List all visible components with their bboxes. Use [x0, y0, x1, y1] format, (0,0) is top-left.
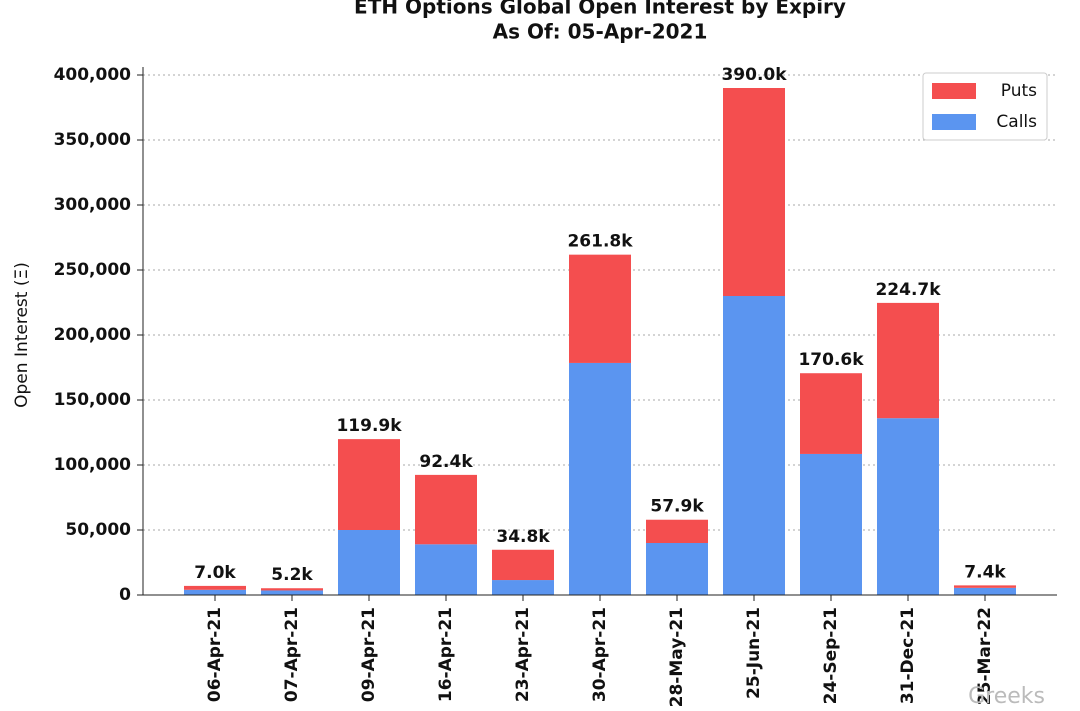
legend-swatch — [932, 83, 976, 99]
x-tick-label: 28-May-21 — [667, 607, 687, 707]
bar-segment — [800, 373, 862, 454]
total-label: 170.6k — [798, 350, 864, 370]
bar-segment — [338, 439, 400, 530]
total-label: 57.9k — [650, 497, 704, 517]
y-tick-label: 50,000 — [65, 520, 131, 540]
bar-segment — [492, 580, 554, 595]
total-label: 7.4k — [964, 562, 1006, 582]
bar-segment — [723, 88, 785, 296]
legend-swatch — [932, 114, 976, 130]
x-tick-label: 16-Apr-21 — [436, 607, 456, 702]
bar-segment — [569, 254, 631, 363]
bar-segment — [415, 544, 477, 595]
legend-label: Puts — [1001, 81, 1037, 101]
total-label: 7.0k — [194, 563, 236, 583]
y-tick-label: 150,000 — [54, 390, 132, 410]
y-tick-label: 350,000 — [54, 130, 132, 150]
y-tick-label: 400,000 — [54, 65, 132, 85]
total-label: 34.8k — [496, 527, 550, 547]
x-tick-label: 09-Apr-21 — [359, 607, 379, 702]
bar-segment — [569, 362, 631, 595]
total-label: 261.8k — [567, 232, 633, 252]
bar-segment — [338, 530, 400, 595]
x-tick-label: 25-Jun-21 — [744, 607, 764, 699]
bar-segment — [415, 474, 477, 545]
y-axis-label: Open Interest (Ξ) — [12, 262, 32, 408]
chart-title: ETH Options Global Open Interest by Expi… — [354, 0, 846, 19]
bar-segment — [877, 418, 939, 595]
total-label: 5.2k — [271, 565, 313, 585]
total-label: 224.7k — [875, 280, 941, 300]
x-tick-label: 06-Apr-21 — [205, 607, 225, 702]
chart-subtitle: As Of: 05-Apr-2021 — [493, 20, 708, 44]
bar-segment — [877, 302, 939, 419]
x-tick-label: 30-Apr-21 — [590, 607, 610, 702]
total-label: 390.0k — [721, 65, 787, 85]
total-label: 119.9k — [336, 416, 402, 436]
bar-segment — [954, 587, 1016, 595]
bar-segment — [646, 519, 708, 543]
bar-segment — [800, 453, 862, 595]
x-tick-label: 25-Mar-22 — [975, 607, 995, 705]
bar-segment — [646, 543, 708, 595]
x-tick-label: 23-Apr-21 — [513, 607, 533, 702]
y-tick-label: 250,000 — [54, 260, 132, 280]
x-tick-label: 07-Apr-21 — [282, 607, 302, 702]
y-tick-label: 300,000 — [54, 195, 132, 215]
bar-segment — [261, 588, 323, 591]
bar-segment — [723, 296, 785, 595]
watermark: Greeks — [968, 684, 1045, 709]
x-tick-label: 31-Dec-21 — [898, 607, 918, 704]
y-tick-label: 0 — [119, 585, 131, 605]
x-tick-label: 24-Sep-21 — [821, 607, 841, 704]
legend-label: Calls — [996, 112, 1037, 132]
bar-segment — [184, 589, 246, 595]
bar-segment — [261, 590, 323, 595]
bar-segment — [184, 585, 246, 590]
y-tick-label: 100,000 — [54, 455, 132, 475]
bar-segment — [492, 549, 554, 581]
bar-segment — [954, 585, 1016, 588]
y-tick-label: 200,000 — [54, 325, 132, 345]
total-label: 92.4k — [419, 452, 473, 472]
